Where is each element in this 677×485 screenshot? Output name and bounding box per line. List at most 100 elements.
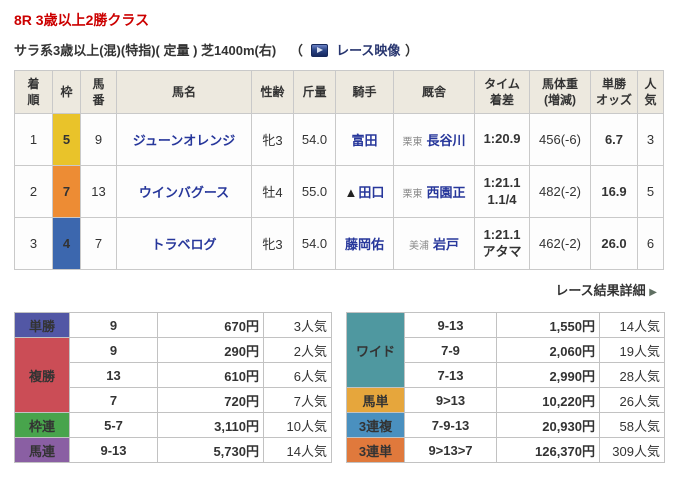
jockey-cell: ▲田口 — [335, 165, 394, 219]
frame-number: 7 — [52, 165, 81, 219]
body-weight: 462(-2) — [529, 217, 591, 271]
payout-table-left: 単勝 9 670円 3人気 複勝 9 290円 2人気 13 610円 6人気 7 720円 7人気 枠連 5… — [14, 312, 332, 464]
payout-amount: 720円 — [157, 387, 264, 414]
carried-weight: 54.0 — [293, 217, 336, 271]
stable-cell: 栗東 西園正 — [393, 165, 475, 219]
horse-number: 7 — [80, 217, 117, 271]
payout-popularity: 309人気 — [599, 437, 665, 464]
video-play-icon[interactable] — [311, 44, 329, 57]
win-odds: 26.0 — [590, 217, 638, 271]
payout-table-right: ワイド 9-13 1,550円 14人気 7-9 2,060円 19人気 7-13 2,990円… — [346, 312, 665, 464]
result-row: 1 5 9 ジューンオレンジ 牝3 54.0 富田 栗東 長谷川 1:20.9 456(-6) 6.7… — [14, 113, 664, 167]
horse-name-cell: ジューンオレンジ — [116, 113, 252, 167]
payout-amount: 290円 — [157, 337, 264, 364]
payout-combination: 9 — [69, 312, 158, 339]
payout-section: 単勝 9 670円 3人気 複勝 9 290円 2人気 13 610円 6人気 7 720円 7人気 枠連 5… — [14, 312, 665, 464]
payout-combination: 5-7 — [69, 412, 158, 439]
body-weight: 456(-6) — [529, 113, 591, 167]
payout-popularity: 58人気 — [599, 412, 665, 439]
horse-number: 9 — [80, 113, 117, 167]
finish-position: 2 — [14, 165, 53, 219]
frame-number: 4 — [52, 217, 81, 271]
stable-link[interactable]: 岩戸 — [432, 237, 459, 253]
payout-amount: 5,730円 — [157, 437, 264, 464]
race-video-link[interactable]: レース映像 — [336, 43, 401, 58]
bet-type-label: 3連単 — [346, 437, 405, 464]
stable-cell: 美浦 岩戸 — [393, 217, 475, 271]
stable-cell: 栗東 長谷川 — [393, 113, 475, 167]
payout-amount: 3,110円 — [157, 412, 264, 439]
popularity: 6 — [637, 217, 664, 271]
payout-popularity: 14人気 — [599, 312, 665, 339]
sex-age: 牡4 — [251, 165, 294, 219]
payout-popularity: 26人気 — [599, 387, 665, 414]
column-header: 馬 番 — [80, 69, 117, 115]
race-results-table: 着 順枠馬 番馬名 性齢 斤量 騎手 厩舎 タイム 着差 馬体重 (増減) 単勝 オッズ人 気… — [14, 69, 664, 271]
jockey-link[interactable]: 田口 — [358, 185, 385, 201]
stable-region: 栗東 — [402, 189, 423, 201]
paren-open: （ — [289, 43, 303, 58]
stable-link[interactable]: 西園正 — [426, 185, 466, 201]
stable-link[interactable]: 長谷川 — [426, 133, 466, 149]
payout-row: 複勝 9 290円 2人気 — [14, 337, 332, 414]
result-row: 3 4 7 トラベログ 牝3 54.0 藤岡佑 美浦 岩戸 1:21.1 アタマ 462(-2) 26… — [14, 217, 664, 271]
sex-age: 牝3 — [251, 217, 294, 271]
race-detail-link[interactable]: レース結果詳細 ▶ — [555, 283, 663, 298]
column-header: 厩舎 — [393, 69, 475, 115]
horse-name-link[interactable]: ジューンオレンジ — [132, 133, 236, 149]
time-margin: 1:21.1 1.1/4 — [474, 165, 530, 219]
payout-combination: 7-9 — [404, 337, 497, 364]
page-title: 8R 3歳以上2勝クラス — [14, 12, 150, 28]
payout-left-body: 単勝 9 670円 3人気 複勝 9 290円 2人気 13 610円 6人気 7 720円 7人気 枠連 5… — [14, 312, 332, 464]
payout-amount: 2,060円 — [496, 337, 600, 364]
payout-amount: 20,930円 — [496, 412, 600, 439]
stable-region: 栗東 — [402, 137, 423, 149]
column-header: タイム 着差 — [474, 69, 530, 115]
payout-amount: 2,990円 — [496, 362, 600, 389]
results-table-body: 1 5 9 ジューンオレンジ 牝3 54.0 富田 栗東 長谷川 1:20.9 456(-6) 6.7… — [14, 113, 664, 271]
time-margin: 1:20.9 — [474, 113, 530, 167]
payout-combination: 7-13 — [404, 362, 497, 389]
column-header: 斤量 — [293, 69, 336, 115]
race-result-page: 8R 3歳以上2勝クラス サラ系3歳以上(混)(特指)( 定量 ) 芝1400m… — [14, 12, 665, 464]
column-header: 着 順 — [14, 69, 53, 115]
payout-row: 7 720円 7人気 — [15, 387, 332, 414]
payout-row: ワイド 9-13 1,550円 14人気 — [346, 312, 665, 389]
column-header: 枠 — [52, 69, 81, 115]
carried-weight: 55.0 — [293, 165, 336, 219]
payout-combination: 9-13 — [69, 437, 158, 464]
payout-row: 3連複 7-9-13 20,930円 58人気 — [346, 412, 665, 439]
horse-name-cell: トラベログ — [116, 217, 252, 271]
payout-amount: 10,220円 — [496, 387, 600, 414]
horse-name-link[interactable]: ウインバグース — [138, 185, 230, 201]
detail-link-row: レース結果詳細 ▶ — [14, 280, 663, 299]
bet-type-label: 馬単 — [346, 387, 405, 414]
bet-type-label: 枠連 — [14, 412, 70, 439]
payout-popularity: 28人気 — [599, 362, 665, 389]
carried-weight: 54.0 — [293, 113, 336, 167]
finish-position: 1 — [14, 113, 53, 167]
payout-combination: 9-13 — [404, 312, 497, 339]
column-header: 性齢 — [251, 69, 294, 115]
payout-popularity: 2人気 — [263, 337, 332, 364]
payout-popularity: 14人気 — [263, 437, 332, 464]
jockey-link[interactable]: 藤岡佑 — [344, 237, 384, 253]
body-weight: 482(-2) — [529, 165, 591, 219]
column-header: 人 気 — [637, 69, 664, 115]
race-conditions: サラ系3歳以上(混)(特指)( 定量 ) 芝1400m(右) （ レース映像 ） — [14, 40, 663, 59]
jockey-cell: 藤岡佑 — [335, 217, 394, 271]
sex-age: 牝3 — [251, 113, 294, 167]
bet-type-label: 単勝 — [14, 312, 70, 339]
horse-name-link[interactable]: トラベログ — [151, 237, 217, 253]
horse-name-cell: ウインバグース — [116, 165, 252, 219]
payout-row: 3連単 9>13>7 126,370円 309人気 — [346, 437, 665, 464]
stable-region: 美浦 — [408, 241, 429, 253]
race-detail-link-label: レース結果詳細 — [555, 283, 646, 299]
bet-type-label: 3連複 — [346, 412, 405, 439]
play-triangle-icon — [317, 47, 324, 53]
horse-number: 13 — [80, 165, 117, 219]
jockey-apprentice-mark: ▲ — [344, 185, 358, 201]
jockey-link[interactable]: 富田 — [351, 133, 378, 149]
payout-combination: 9 — [69, 337, 158, 364]
payout-amount: 1,550円 — [496, 312, 600, 339]
